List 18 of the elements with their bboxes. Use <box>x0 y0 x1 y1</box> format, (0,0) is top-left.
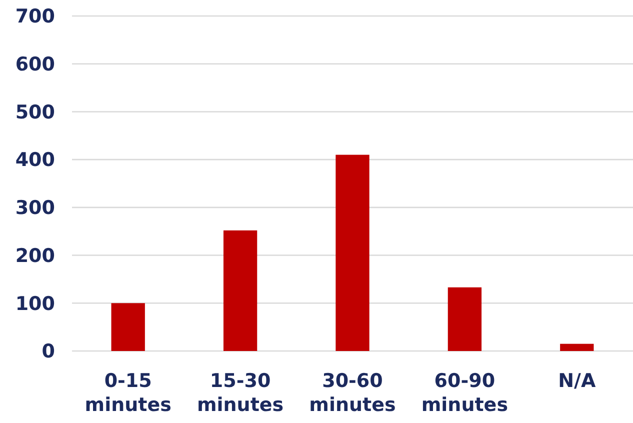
y-tick-label: 500 <box>15 101 55 124</box>
y-tick-label: 100 <box>15 292 55 315</box>
y-tick-label: 700 <box>15 6 55 28</box>
y-tick-label: 200 <box>15 244 55 267</box>
bar <box>223 230 258 351</box>
bar <box>448 287 482 351</box>
x-tick-label: 60-90 minutes <box>421 370 508 416</box>
x-tick-label: 0-15 minutes <box>84 370 172 416</box>
x-tick-label: 30-60 minutes <box>309 370 396 416</box>
y-tick-label: 400 <box>15 149 55 172</box>
bar <box>560 344 594 351</box>
bar <box>336 154 370 351</box>
bar <box>111 303 145 351</box>
x-tick-label: N/A <box>558 370 596 392</box>
x-tick-label: 15-30 minutes <box>196 370 284 416</box>
y-tick-label: 300 <box>15 197 55 220</box>
y-tick-label: 0 <box>42 340 55 363</box>
y-tick-label: 600 <box>15 54 55 76</box>
